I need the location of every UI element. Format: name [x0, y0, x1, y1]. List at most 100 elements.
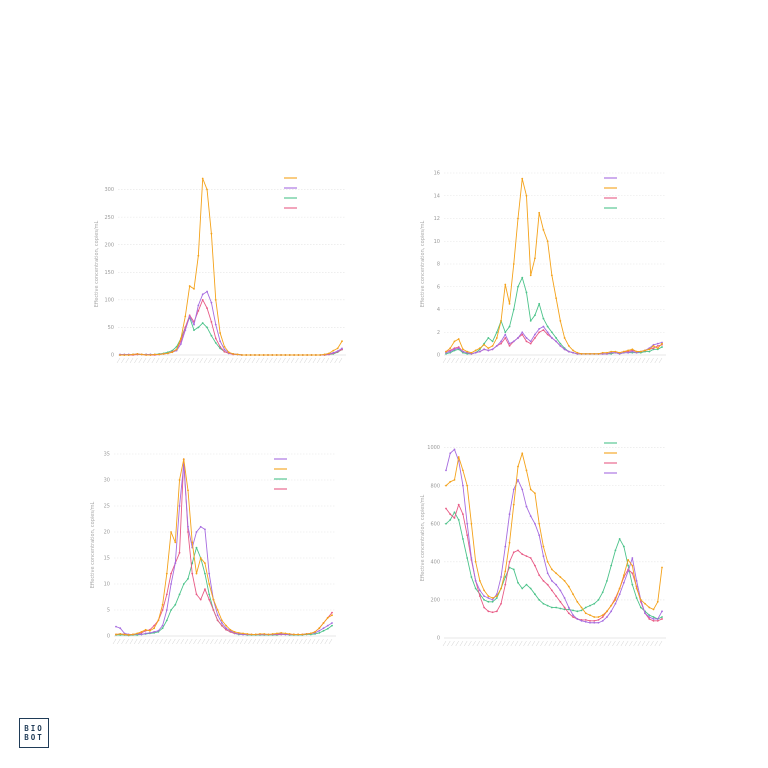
data-point-green	[542, 317, 545, 320]
data-point-purple	[178, 505, 181, 507]
x-tick-mark	[269, 357, 273, 364]
data-point-purple	[466, 522, 469, 525]
y-tick-label: 0	[437, 353, 440, 359]
data-point-purple	[542, 325, 545, 328]
x-tick-mark	[641, 640, 646, 647]
data-point-orange	[153, 353, 156, 356]
data-point-orange	[310, 354, 313, 356]
x-tick-mark	[338, 357, 343, 364]
y-tick-label: 800	[430, 483, 440, 489]
data-point-orange	[245, 354, 248, 356]
x-tick-mark	[620, 357, 625, 364]
data-point-green	[191, 562, 194, 565]
data-point-purple	[449, 350, 452, 353]
data-point-orange	[538, 211, 541, 214]
data-point-orange	[610, 350, 613, 353]
data-point-orange	[589, 614, 591, 617]
data-point-green	[491, 600, 494, 603]
data-point-orange	[119, 354, 121, 356]
data-point-orange	[201, 177, 204, 180]
x-tick-mark	[447, 357, 451, 364]
series-line-purple	[115, 463, 333, 635]
data-point-orange	[529, 488, 532, 491]
x-tick-mark	[476, 640, 481, 647]
data-point-orange	[614, 350, 617, 353]
x-tick-mark	[646, 357, 650, 364]
x-tick-mark	[256, 638, 261, 645]
x-tick-mark	[646, 640, 650, 647]
data-point-purple	[331, 622, 333, 624]
data-point-pink	[223, 350, 226, 353]
data-point-orange	[262, 354, 265, 356]
data-point-green	[614, 549, 617, 552]
data-point-green	[550, 606, 553, 609]
data-point-orange	[483, 343, 486, 346]
data-point-pink	[187, 531, 189, 533]
data-point-purple	[478, 350, 481, 353]
data-point-purple	[559, 345, 562, 347]
x-tick-mark	[311, 638, 316, 645]
x-tick-mark	[247, 357, 251, 364]
x-tick-mark	[497, 357, 502, 364]
data-point-orange	[309, 632, 312, 635]
data-point-orange	[229, 628, 232, 631]
x-tick-mark	[159, 638, 163, 645]
data-point-orange	[563, 337, 566, 339]
data-point-orange	[525, 469, 528, 472]
data-point-purple	[165, 609, 168, 611]
x-tick-mark	[273, 357, 277, 364]
data-point-pink	[652, 619, 655, 622]
data-point-green	[550, 331, 553, 334]
x-tick-mark	[476, 357, 481, 364]
data-point-orange	[220, 619, 223, 622]
x-tick-mark	[629, 640, 633, 647]
data-point-purple	[204, 528, 206, 531]
data-point-orange	[170, 531, 172, 533]
x-tick-mark	[256, 357, 260, 364]
data-point-orange	[462, 348, 464, 351]
data-point-purple	[449, 452, 452, 455]
data-point-purple	[188, 315, 191, 318]
data-point-orange	[517, 465, 519, 468]
data-point-green	[538, 599, 541, 601]
data-point-orange	[656, 347, 659, 350]
x-tick-mark	[451, 357, 455, 364]
data-point-purple	[220, 622, 223, 624]
series-line-purple	[445, 448, 663, 624]
data-point-pink	[504, 583, 507, 586]
x-tick-mark	[324, 638, 328, 645]
data-point-purple	[593, 621, 596, 624]
x-tick-mark	[320, 638, 324, 645]
data-point-green	[517, 581, 519, 584]
data-point-orange	[259, 633, 261, 635]
data-point-pink	[572, 616, 574, 618]
data-point-green	[170, 609, 172, 611]
data-point-orange	[293, 354, 296, 356]
data-point-orange	[206, 188, 208, 191]
data-point-pink	[546, 333, 549, 336]
data-point-orange	[538, 522, 541, 525]
data-point-orange	[297, 354, 300, 356]
y-tick-label: 6	[437, 284, 440, 290]
data-point-orange	[449, 480, 452, 483]
data-point-orange	[656, 600, 659, 603]
y-tick-label: 14	[434, 193, 440, 199]
x-tick-mark	[519, 640, 523, 647]
x-tick-mark	[485, 357, 489, 364]
data-point-green	[178, 593, 181, 596]
data-point-purple	[491, 599, 494, 601]
data-point-pink	[508, 560, 511, 563]
data-point-orange	[280, 354, 282, 356]
x-tick-mark	[169, 357, 173, 364]
x-tick-mark	[561, 357, 565, 364]
data-point-orange	[232, 352, 235, 355]
data-point-orange	[618, 587, 621, 590]
data-point-orange	[145, 354, 148, 356]
data-point-green	[182, 583, 185, 585]
x-tick-mark	[612, 640, 616, 647]
data-point-purple	[206, 290, 208, 293]
data-point-green	[610, 564, 613, 567]
x-tick-mark	[295, 357, 299, 364]
data-point-orange	[648, 348, 651, 351]
x-tick-mark	[138, 357, 142, 364]
